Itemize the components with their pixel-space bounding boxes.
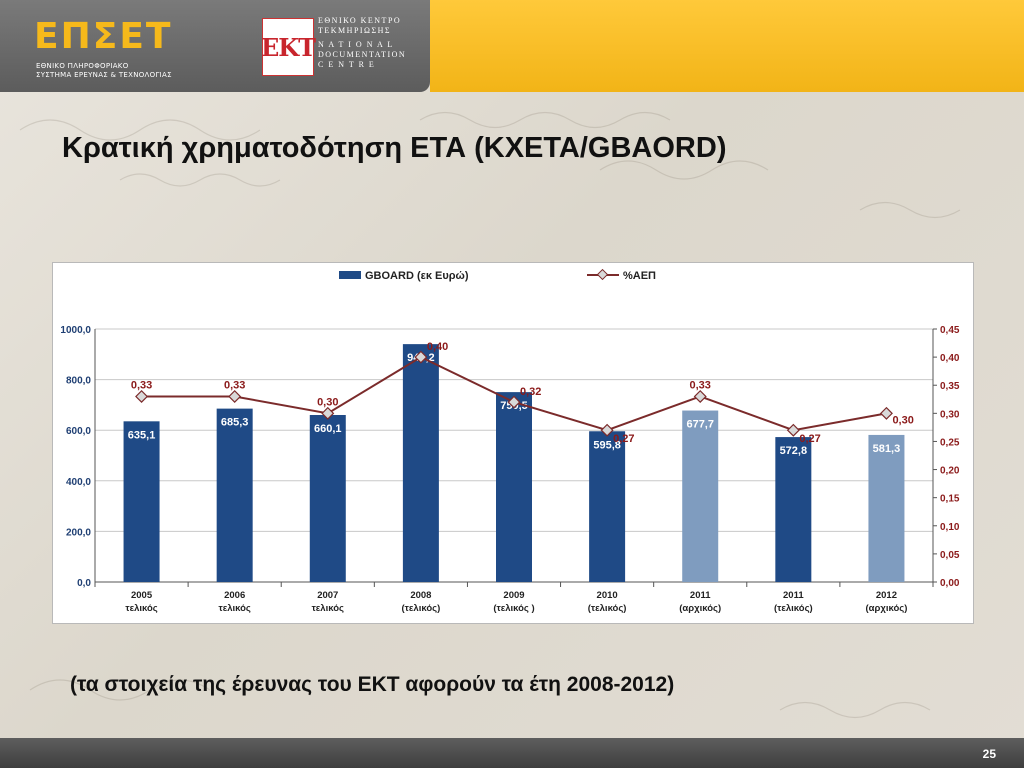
bar-data-label: 685,3 (221, 417, 249, 429)
gdp-data-label: 0,40 (427, 341, 448, 353)
y-left-tick-label: 0,0 (77, 578, 91, 589)
bar (309, 414, 346, 582)
bar (682, 410, 719, 582)
bar-data-label: 581,3 (873, 443, 901, 455)
gdp-data-label: 0,27 (613, 433, 634, 445)
x-tick-label-year: 2011 (690, 590, 711, 601)
gdp-point (135, 389, 149, 403)
legend-label-gboard: GBOARD (εκ Ευρώ) (365, 270, 469, 282)
bar-data-label: 660,1 (314, 423, 342, 435)
page-number: 25 (982, 747, 996, 761)
legend-marker-gdp (596, 268, 609, 281)
bar (868, 434, 905, 582)
x-tick-label-status: (αρχικός) (679, 603, 721, 614)
gdp-data-label: 0,30 (892, 414, 913, 426)
y-right-tick-label: 0,25 (940, 437, 960, 448)
bar-data-label: 595,8 (593, 439, 621, 451)
y-left-tick-label: 200,0 (66, 527, 91, 538)
gdp-point (414, 350, 428, 364)
x-tick-label-status: τελικός (218, 603, 250, 614)
legend-label-gdp: %ΑΕΠ (623, 270, 656, 282)
header-right-bar (430, 0, 1024, 92)
x-tick-label-year: 2007 (317, 590, 338, 601)
x-tick-label-status: (τελικός) (402, 603, 441, 614)
y-right-tick-label: 0,35 (940, 381, 960, 392)
bar (589, 431, 626, 582)
bar-data-label: 635,1 (128, 429, 156, 441)
gdp-point (879, 406, 893, 420)
ekt-caption-line: C E N T R E (318, 60, 376, 69)
bar-data-label: 572,8 (780, 445, 808, 457)
gdp-data-label: 0,30 (317, 396, 338, 408)
y-right-tick-label: 0,00 (940, 578, 960, 589)
y-right-tick-label: 0,45 (940, 325, 960, 336)
epset-subtitle: ΕΘΝΙΚΟ ΠΛΗΡΟΦΟΡΙΑΚΟ ΣΥΣΤΗΜΑ ΕΡΕΥΝΑΣ & ΤΕ… (36, 62, 172, 80)
gdp-data-label: 0,33 (690, 379, 711, 391)
gdp-point (600, 423, 614, 437)
slide-title: Κρατική χρηματοδότηση ΕΤΑ (ΚΧΕΤΑ/GBAORD) (62, 132, 727, 164)
ekt-logo-text: ΕΚΤ (261, 32, 316, 62)
combo-chart: GBOARD (εκ Ευρώ) %ΑΕΠ 0,0 200,0 400,0 600,0 80… (60, 268, 960, 614)
ekt-caption-line: DOCUMENTATION (318, 50, 407, 59)
ekt-logo: ΕΚΤ (261, 18, 316, 76)
y-right-tick-label: 0,10 (940, 522, 960, 533)
gdp-point (786, 423, 800, 437)
ekt-caption-line: N A T I O N A L (318, 40, 394, 49)
x-tick-label-status: (τελικός ) (493, 603, 534, 614)
x-tick-label-year: 2011 (783, 590, 804, 601)
y-left-tick-label: 400,0 (66, 477, 91, 488)
slide-header: ΕΠΣΕΤ ΕΘΝΙΚΟ ΠΛΗΡΟΦΟΡΙΑΚΟ ΣΥΣΤΗΜΑ ΕΡΕΥΝΑ… (0, 0, 1024, 92)
epset-subtitle-line1: ΕΘΝΙΚΟ ΠΛΗΡΟΦΟΡΙΑΚΟ (36, 62, 129, 70)
gdp-data-label: 0,32 (520, 386, 541, 398)
y-right-tick-label: 0,30 (940, 409, 960, 420)
x-tick-label-year: 2010 (597, 590, 618, 601)
x-tick-label-year: 2005 (131, 590, 153, 601)
gdp-point (507, 395, 521, 409)
epset-subtitle-line2: ΣΥΣΤΗΜΑ ΕΡΕΥΝΑΣ & ΤΕΧΝΟΛΟΓΙΑΣ (36, 71, 172, 79)
bar-data-label: 677,7 (686, 419, 714, 431)
x-tick-label-status: (αρχικός) (865, 603, 907, 614)
epset-logo: ΕΠΣΕΤ (34, 16, 173, 57)
y-left-tick-label: 1000,0 (60, 325, 91, 336)
bar (123, 421, 160, 582)
slide-footer: 25 (0, 738, 1024, 768)
y-left-tick-label: 600,0 (66, 426, 91, 437)
gdp-data-label: 0,33 (131, 379, 152, 391)
gdp-point (693, 389, 707, 403)
bar (402, 344, 439, 582)
x-tick-label-year: 2012 (876, 590, 897, 601)
chart-container: GBOARD (εκ Ευρώ) %ΑΕΠ 0,0 200,0 400,0 600,0 80… (52, 262, 974, 624)
x-tick-label-year: 2008 (410, 590, 431, 601)
x-tick-label-status: (τελικός) (774, 603, 813, 614)
ekt-caption-line: ΕΘΝΙΚΟ ΚΕΝΤΡΟ (318, 16, 402, 25)
gdp-data-label: 0,33 (224, 379, 245, 391)
x-tick-label-status: (τελικός) (588, 603, 627, 614)
y-right-tick-label: 0,15 (940, 494, 960, 505)
header-left-bar: ΕΠΣΕΤ ΕΘΝΙΚΟ ΠΛΗΡΟΦΟΡΙΑΚΟ ΣΥΣΤΗΜΑ ΕΡΕΥΝΑ… (0, 0, 430, 92)
bar (496, 392, 532, 582)
ekt-logo-caption: ΕΘΝΙΚΟ ΚΕΝΤΡΟ ΤΕΚΜΗΡΙΩΣΗΣ N A T I O N A … (318, 16, 406, 70)
gdp-point (321, 406, 335, 420)
x-tick-label-year: 2009 (503, 590, 524, 601)
y-right-tick-label: 0,20 (940, 466, 960, 477)
footnote: (τα στοιχεία της έρευνας του ΕΚΤ αφορούν… (70, 673, 675, 696)
ekt-caption-line: ΤΕΚΜΗΡΙΩΣΗΣ (318, 26, 392, 35)
gdp-point (228, 389, 242, 403)
y-right-tick-label: 0,05 (940, 550, 960, 561)
y-left-tick-label: 800,0 (66, 376, 91, 387)
y-right-tick-label: 0,40 (940, 353, 960, 364)
bar (216, 408, 253, 582)
x-tick-label-status: τελικός (125, 603, 157, 614)
legend-swatch-gboard (339, 271, 361, 279)
bar (775, 437, 812, 582)
x-tick-label-status: τελικός (312, 603, 344, 614)
x-tick-label-year: 2006 (224, 590, 245, 601)
gdp-data-label: 0,27 (799, 433, 820, 445)
